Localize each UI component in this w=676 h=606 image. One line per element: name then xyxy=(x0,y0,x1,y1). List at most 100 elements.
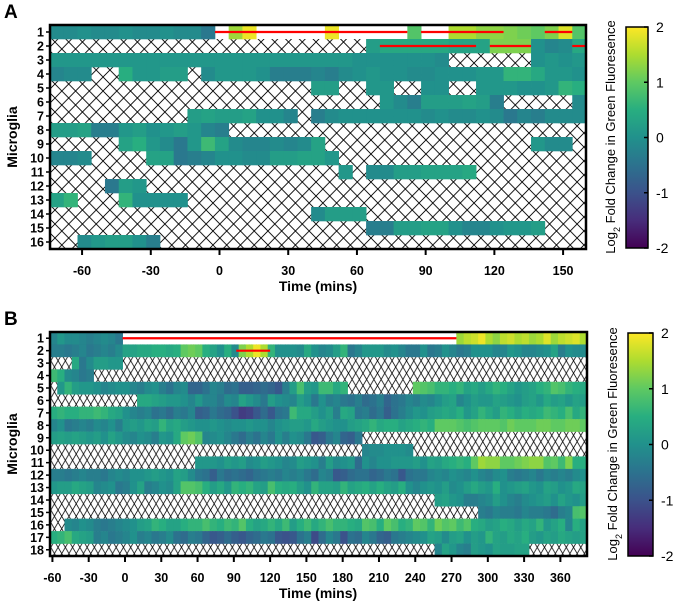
heatmap-cell xyxy=(146,235,161,250)
heatmap-cell xyxy=(550,381,559,395)
heatmap-cell xyxy=(470,381,479,395)
heatmap-cell xyxy=(528,344,537,358)
heatmap-cell xyxy=(283,137,298,152)
heatmap-cell xyxy=(391,344,399,358)
heatmap-cell xyxy=(550,332,559,345)
heatmap-cell xyxy=(318,431,327,445)
panel-label-a: A xyxy=(4,2,18,23)
heatmap-cell xyxy=(340,394,348,407)
x-tick-label: 120 xyxy=(260,571,281,585)
x-axis-title-a: Time (mins) xyxy=(279,278,357,294)
heatmap-cell xyxy=(296,406,305,420)
heatmap-cell xyxy=(478,406,486,420)
heatmap-cell xyxy=(282,456,290,470)
heatmap-cell xyxy=(86,468,94,482)
heatmap-cell xyxy=(115,518,123,532)
heatmap-cell xyxy=(366,81,381,96)
heatmap-row xyxy=(50,481,588,495)
heatmap-cell xyxy=(485,493,494,507)
heatmap-cell xyxy=(173,431,182,445)
x-tick-label: 0 xyxy=(216,264,223,278)
heatmap-cell xyxy=(398,456,406,470)
heatmap-cell xyxy=(427,406,436,420)
heatmap-cell xyxy=(231,419,240,432)
heatmap-cell xyxy=(507,518,515,532)
heatmap-cell xyxy=(209,481,218,495)
heatmap-cell xyxy=(93,431,102,445)
heatmap-cell xyxy=(187,468,196,482)
heatmap-cell xyxy=(391,444,399,457)
heatmap-cell xyxy=(347,406,356,420)
heatmap-cell xyxy=(427,531,436,544)
heatmap-cell xyxy=(325,431,334,445)
heatmap-cell xyxy=(71,468,80,482)
heatmap-cell xyxy=(499,332,508,345)
heatmap-cell xyxy=(146,193,161,208)
heatmap-cell xyxy=(463,344,472,358)
heatmap-cell xyxy=(485,406,494,420)
heatmap-cell xyxy=(550,481,559,495)
heatmap-cell xyxy=(202,481,211,495)
heatmap-cell xyxy=(503,221,518,236)
x-tick-label: 120 xyxy=(484,264,505,278)
heatmap-cell xyxy=(340,406,348,420)
heatmap-cell xyxy=(86,419,94,432)
heatmap-cell xyxy=(492,493,501,507)
heatmap-cell xyxy=(572,468,581,482)
heatmap-cell xyxy=(303,468,312,482)
heatmap-cell xyxy=(485,481,494,495)
heatmap-cell xyxy=(57,332,65,345)
heatmap-cell xyxy=(528,406,537,420)
heatmap-cell xyxy=(333,344,341,358)
heatmap-cell xyxy=(463,518,472,532)
heatmap-cell xyxy=(245,531,254,544)
heatmap-cell xyxy=(557,518,566,532)
heatmap-cell xyxy=(470,332,479,345)
heatmap-cell xyxy=(456,456,465,470)
heatmap-cell xyxy=(50,406,58,420)
heatmap-cell xyxy=(245,431,254,445)
heatmap-cell xyxy=(579,481,588,495)
heatmap-cell xyxy=(158,531,167,544)
heatmap-cell xyxy=(421,221,436,236)
heatmap-cell xyxy=(108,332,116,345)
heatmap-cell xyxy=(129,431,138,445)
heatmap-cell xyxy=(407,67,422,82)
heatmap-cell xyxy=(405,481,414,495)
heatmap-cell xyxy=(274,481,283,495)
heatmap-cell xyxy=(209,419,218,432)
heatmap-cell xyxy=(379,53,394,68)
heatmap-row xyxy=(50,332,588,345)
heatmap-cell xyxy=(463,481,472,495)
heatmap-cell xyxy=(340,431,348,445)
heatmap-cell xyxy=(260,468,269,482)
heatmap-cell xyxy=(521,419,530,432)
heatmap-cell xyxy=(558,67,573,82)
heatmap-cell xyxy=(311,81,326,96)
heatmap-cell xyxy=(463,394,472,407)
heatmap-cell xyxy=(347,431,356,445)
heatmap-cell xyxy=(202,381,211,395)
heatmap-cell xyxy=(180,468,189,482)
heatmap-cell xyxy=(557,381,566,395)
heatmap-cell xyxy=(340,518,348,532)
heatmap-cell xyxy=(478,419,486,432)
heatmap-cell xyxy=(462,95,477,110)
x-tick-label: -30 xyxy=(80,571,98,585)
heatmap-cell xyxy=(224,381,232,395)
heatmap-cell xyxy=(503,81,518,96)
heatmap-cell xyxy=(166,531,174,544)
heatmap-cell xyxy=(187,419,196,432)
heatmap-cell xyxy=(158,344,167,358)
heatmap-cell xyxy=(195,531,203,544)
heatmap-cell xyxy=(405,468,414,482)
heatmap-cell xyxy=(369,481,377,495)
heatmap-cell xyxy=(528,518,537,532)
heatmap-cell xyxy=(441,518,450,532)
heatmap-cell xyxy=(214,151,230,166)
heatmap-cell xyxy=(514,518,523,532)
heatmap-cell xyxy=(209,431,218,445)
heatmap-cell xyxy=(528,456,537,470)
heatmap-cell xyxy=(93,356,102,370)
